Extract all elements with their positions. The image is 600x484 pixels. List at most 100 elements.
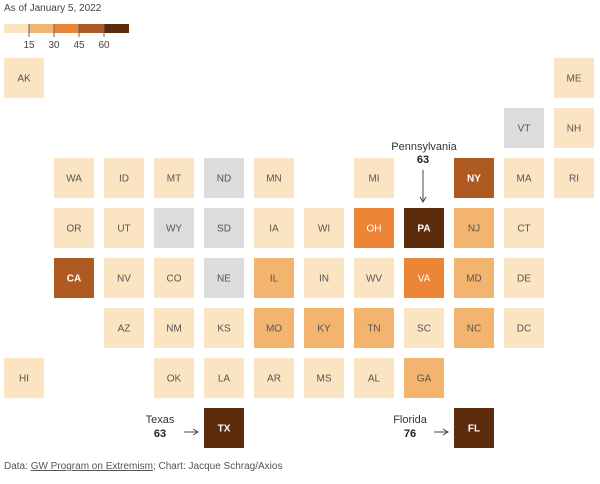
legend-tick-label: 30 bbox=[48, 40, 60, 51]
state-label-ks: KS bbox=[217, 324, 231, 335]
legend-tick-label: 15 bbox=[23, 40, 35, 51]
state-label-oh: OH bbox=[367, 224, 382, 235]
state-tile-nd[interactable] bbox=[204, 158, 244, 198]
state-label-nc: NC bbox=[467, 324, 481, 335]
state-label-de: DE bbox=[517, 274, 531, 285]
state-tile-ca[interactable] bbox=[54, 258, 94, 298]
state-tile-vt[interactable] bbox=[504, 108, 544, 148]
state-tile-sd[interactable] bbox=[204, 208, 244, 248]
state-tile-va[interactable] bbox=[404, 258, 444, 298]
state-label-sc: SC bbox=[417, 324, 431, 335]
state-tile-ia[interactable] bbox=[254, 208, 294, 248]
date-label: As of January 5, 2022 bbox=[4, 3, 102, 14]
state-tile-ri[interactable] bbox=[554, 158, 594, 198]
state-label-or: OR bbox=[67, 224, 82, 235]
callout-arrowhead bbox=[419, 196, 427, 203]
state-tile-nj[interactable] bbox=[454, 208, 494, 248]
state-label-ia: IA bbox=[269, 224, 279, 235]
state-label-ok: OK bbox=[167, 374, 182, 385]
state-tile-ar[interactable] bbox=[254, 358, 294, 398]
state-tile-la[interactable] bbox=[204, 358, 244, 398]
state-tile-nv[interactable] bbox=[104, 258, 144, 298]
state-tile-ny[interactable] bbox=[454, 158, 494, 198]
state-label-la: LA bbox=[218, 374, 231, 385]
state-tile-mi[interactable] bbox=[354, 158, 394, 198]
state-label-mi: MI bbox=[368, 174, 379, 185]
state-label-mn: MN bbox=[266, 174, 282, 185]
state-label-wv: WV bbox=[366, 274, 382, 285]
state-label-ak: AK bbox=[17, 74, 31, 85]
state-label-ct: CT bbox=[517, 224, 530, 235]
state-tile-nm[interactable] bbox=[154, 308, 194, 348]
state-tile-or[interactable] bbox=[54, 208, 94, 248]
state-tile-ga[interactable] bbox=[404, 358, 444, 398]
state-tile-nc[interactable] bbox=[454, 308, 494, 348]
callout-value-texas: 63 bbox=[154, 428, 166, 440]
state-tile-wa[interactable] bbox=[54, 158, 94, 198]
state-tile-md[interactable] bbox=[454, 258, 494, 298]
state-tile-mo[interactable] bbox=[254, 308, 294, 348]
state-tile-de[interactable] bbox=[504, 258, 544, 298]
state-tile-il[interactable] bbox=[254, 258, 294, 298]
state-tile-az[interactable] bbox=[104, 308, 144, 348]
state-tile-ut[interactable] bbox=[104, 208, 144, 248]
callout-label-texas: Texas bbox=[146, 414, 175, 426]
footer-prefix: Data: bbox=[4, 461, 31, 472]
state-tile-co[interactable] bbox=[154, 258, 194, 298]
state-tile-ok[interactable] bbox=[154, 358, 194, 398]
state-tile-ne[interactable] bbox=[204, 258, 244, 298]
legend-swatch bbox=[4, 24, 29, 33]
state-tile-wi[interactable] bbox=[304, 208, 344, 248]
state-tile-tx[interactable] bbox=[204, 408, 244, 448]
state-tile-ak[interactable] bbox=[4, 58, 44, 98]
footer-suffix: ; Chart: Jacque Schrag/Axios bbox=[152, 461, 283, 472]
state-label-md: MD bbox=[466, 274, 482, 285]
state-tile-tn[interactable] bbox=[354, 308, 394, 348]
state-label-il: IL bbox=[270, 274, 279, 285]
state-tile-wy[interactable] bbox=[154, 208, 194, 248]
state-tile-ky[interactable] bbox=[304, 308, 344, 348]
state-tile-ct[interactable] bbox=[504, 208, 544, 248]
state-tile-ma[interactable] bbox=[504, 158, 544, 198]
state-label-fl: FL bbox=[468, 424, 480, 435]
state-tile-al[interactable] bbox=[354, 358, 394, 398]
state-tile-dc[interactable] bbox=[504, 308, 544, 348]
state-tile-id[interactable] bbox=[104, 158, 144, 198]
state-label-ky: KY bbox=[317, 324, 331, 335]
state-tile-fl[interactable] bbox=[454, 408, 494, 448]
state-tile-nh[interactable] bbox=[554, 108, 594, 148]
state-label-sd: SD bbox=[217, 224, 231, 235]
state-tile-ms[interactable] bbox=[304, 358, 344, 398]
state-label-nv: NV bbox=[117, 274, 131, 285]
legend-swatch bbox=[79, 24, 104, 33]
callout-value-pennsylvania: 63 bbox=[417, 154, 429, 166]
state-tile-mt[interactable] bbox=[154, 158, 194, 198]
legend-tick-label: 45 bbox=[73, 40, 85, 51]
state-tile-ks[interactable] bbox=[204, 308, 244, 348]
state-tile-oh[interactable] bbox=[354, 208, 394, 248]
footer-credit: Data: GW Program on Extremism; Chart: Ja… bbox=[4, 461, 282, 472]
state-label-co: CO bbox=[167, 274, 182, 285]
legend-swatch bbox=[104, 24, 129, 33]
state-label-mt: MT bbox=[167, 174, 181, 185]
state-tile-me[interactable] bbox=[554, 58, 594, 98]
state-tile-hi[interactable] bbox=[4, 358, 44, 398]
state-tile-wv[interactable] bbox=[354, 258, 394, 298]
state-label-ne: NE bbox=[217, 274, 231, 285]
state-tile-sc[interactable] bbox=[404, 308, 444, 348]
state-label-nd: ND bbox=[217, 174, 231, 185]
state-tile-mn[interactable] bbox=[254, 158, 294, 198]
state-label-id: ID bbox=[119, 174, 129, 185]
state-label-nm: NM bbox=[166, 324, 182, 335]
state-tile-in[interactable] bbox=[304, 258, 344, 298]
source-link[interactable]: GW Program on Extremism bbox=[30, 461, 153, 472]
state-label-ut: UT bbox=[117, 224, 130, 235]
color-legend: 15 30 45 60 bbox=[4, 24, 129, 51]
state-label-tx: TX bbox=[218, 424, 231, 435]
state-label-ga: GA bbox=[417, 374, 432, 385]
callout-label-pennsylvania: Pennsylvania bbox=[391, 141, 457, 153]
state-tile-pa[interactable] bbox=[404, 208, 444, 248]
state-label-ny: NY bbox=[467, 174, 481, 185]
legend-swatch bbox=[29, 24, 54, 33]
